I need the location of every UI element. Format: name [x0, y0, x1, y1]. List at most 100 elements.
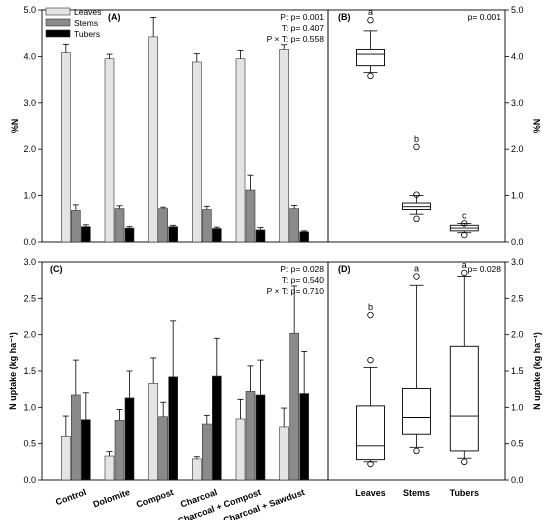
- panel-d-y-tick-label: 0.5: [511, 439, 524, 449]
- panel-c-stat: P: p= 0.028: [280, 264, 324, 274]
- panel-c-y-tick-label: 1.5: [23, 366, 36, 376]
- panel-d-leaves-outlier: [367, 356, 374, 364]
- panel-a-bar-tubers: [81, 226, 91, 243]
- panel-d-leaves-outlier: [367, 311, 374, 319]
- legend-swatch-stems: [45, 18, 71, 27]
- panel-d-label: (D): [338, 264, 351, 274]
- panel-d-y-tick-label: 3.0: [511, 257, 524, 267]
- panel-c-label: (C): [50, 264, 63, 274]
- panel-a-bar-stems: [289, 208, 299, 243]
- panel-a-bar-stems: [158, 208, 168, 243]
- panel-b-stems-outlier: [413, 143, 420, 151]
- panel-a-y-tick-label: 2.0: [23, 144, 36, 154]
- panel-d-leaves-outlier: [367, 460, 374, 468]
- panel-d-leaves-significance-letter: b: [368, 302, 373, 312]
- panel-b-leaves-significance-letter: a: [368, 7, 373, 17]
- panel-d-stat: p= 0.028: [468, 264, 502, 274]
- legend-label-leaves: Leaves: [74, 7, 101, 17]
- legend-swatch-tubers: [45, 29, 71, 38]
- panel-a-stat: P: p= 0.001: [280, 12, 324, 22]
- panel-c-bar-leaves: [192, 458, 202, 481]
- panel-c-bar-leaves: [104, 455, 115, 481]
- panel-b-y-tick-label: 5.0: [511, 5, 524, 15]
- panel-b-y-tick-label: 4.0: [511, 51, 524, 61]
- panel-a-bar-tubers: [212, 228, 222, 243]
- panel-c-category-label: Control: [54, 487, 87, 507]
- panel-a-bar-stems: [71, 210, 81, 243]
- panel-b-y-tick-label: 0.0: [511, 237, 524, 247]
- panel-d-y-axis-label: N uptake (kg ha⁻¹): [532, 332, 542, 410]
- panel-c-y-tick-label: 0.5: [23, 439, 36, 449]
- panel-a-y-axis-label: %N: [10, 119, 20, 134]
- panel-a-bar-leaves: [61, 52, 71, 243]
- panel-a-stat: P × T: p= 0.558: [267, 34, 325, 44]
- panel-b-stat: p= 0.001: [468, 12, 502, 22]
- panel-d-y-tick-label: 1.5: [511, 366, 524, 376]
- panel-c-bar-leaves: [61, 436, 71, 481]
- panel-d-tubers-box: [449, 345, 479, 452]
- panel-c-y-axis-label: N uptake (kg ha⁻¹): [8, 332, 18, 410]
- panel-d-stems-outlier: [413, 273, 420, 280]
- panel-a-bar-tubers: [124, 227, 135, 243]
- panel-a-bar-leaves: [279, 49, 289, 243]
- panel-c-bar-leaves: [279, 426, 289, 481]
- panel-c-y-tick-label: 3.0: [23, 257, 36, 267]
- legend-swatch-leaves: [45, 7, 71, 16]
- panel-b-y-tick-label: 2.0: [511, 144, 524, 154]
- panel-a-y-tick-label: 3.0: [23, 98, 36, 108]
- panel-a-y-tick-label: 5.0: [23, 5, 36, 15]
- panel-c-bar-stems: [202, 423, 212, 481]
- panel-a-bar-stems: [202, 209, 212, 243]
- panel-d-y-tick-label: 1.0: [511, 402, 524, 412]
- panel-c-bar-tubers: [255, 394, 266, 481]
- panel-a-bar-leaves: [192, 61, 202, 243]
- panel-a-stat: T: p= 0.407: [282, 23, 325, 33]
- panel-c-y-tick-label: 0.0: [23, 475, 36, 485]
- panel-c-stat: T: p= 0.540: [282, 275, 325, 285]
- panel-c-y-tick-label: 1.0: [23, 402, 36, 412]
- panel-b-stems-significance-letter: b: [414, 134, 419, 144]
- panel-d-y-tick-label: 2.0: [511, 330, 524, 340]
- panel-c-category-label: Dolomite: [92, 487, 132, 510]
- panel-d-leaves-box: [356, 405, 385, 461]
- panel-c-y-tick-label: 2.5: [23, 293, 36, 303]
- panel-c-bar-tubers: [168, 376, 178, 481]
- panel-c-bar-stems: [114, 420, 125, 481]
- panel-c-category-label: Compost: [135, 487, 175, 510]
- panel-a-bar-tubers: [299, 231, 309, 243]
- panel-b-label: (B): [338, 12, 351, 22]
- panel-d-stems-category-label: Stems: [403, 488, 430, 498]
- panel-a-bar-stems: [114, 208, 125, 243]
- panel-a-bar-leaves: [235, 58, 246, 243]
- panel-c-bar-stems: [71, 394, 81, 481]
- panel-b-leaves-outlier: [367, 72, 374, 80]
- panel-d-y-tick-label: 2.5: [511, 293, 524, 303]
- panel-a-y-tick-label: 4.0: [23, 51, 36, 61]
- panel-a-bar-leaves: [148, 36, 158, 243]
- legend-label-stems: Stems: [74, 18, 98, 28]
- panel-d-stems-box: [402, 387, 431, 435]
- panel-a-bar-stems: [245, 189, 256, 243]
- panel-b-stems-box: [402, 202, 431, 210]
- panel-d-stems-significance-letter: a: [414, 264, 419, 274]
- panel-c-bar-tubers: [299, 393, 309, 481]
- panel-b-leaves-box: [356, 48, 385, 67]
- panel-a-bar-leaves: [104, 58, 115, 243]
- panel-a-y-tick-label: 1.0: [23, 191, 36, 201]
- panel-c-bar-tubers: [212, 375, 222, 481]
- panel-c-stat: P × T: p= 0.710: [267, 286, 325, 296]
- panel-d-y-tick-label: 0.0: [511, 475, 524, 485]
- panel-c-y-tick-label: 2.0: [23, 330, 36, 340]
- panel-d-tubers-significance-letter: a: [462, 260, 467, 270]
- panel-b-y-tick-label: 3.0: [511, 98, 524, 108]
- panel-c-bar-leaves: [235, 418, 246, 481]
- panel-d-tubers-outlier: [461, 458, 468, 466]
- panel-b-tubers-outlier: [461, 231, 468, 239]
- panel-d-tubers-category-label: Tubers: [450, 488, 479, 498]
- legend-label-tubers: Tubers: [74, 29, 100, 39]
- panel-b-stems-outlier: [413, 215, 420, 222]
- panel-c-bar-tubers: [81, 419, 91, 481]
- panel-a-bar-tubers: [168, 226, 178, 243]
- panel-b-y-tick-label: 1.0: [511, 191, 524, 201]
